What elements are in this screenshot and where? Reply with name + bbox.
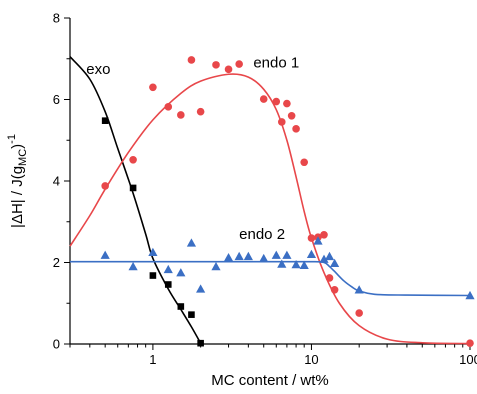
y-axis-title: |ΔH| / J(gMC)-1 [6, 134, 29, 228]
point-exo [197, 339, 204, 347]
y-tick-label: 0 [53, 337, 60, 352]
point-endo-1 [307, 234, 316, 242]
point-endo-1 [196, 107, 205, 116]
y-axis-title-sup: -1 [6, 134, 18, 144]
point-exo [164, 281, 172, 288]
point-endo-2 [223, 253, 234, 262]
point-endo-1 [212, 61, 220, 69]
point-endo-1 [272, 97, 281, 106]
point-endo-1 [259, 95, 268, 103]
point-exo [177, 303, 185, 310]
point-exo [129, 184, 137, 192]
point-endo-1 [300, 158, 308, 167]
data-points [100, 56, 475, 347]
point-endo-1 [149, 83, 157, 92]
x-tick-label: 1 [149, 352, 156, 367]
point-endo-2 [354, 285, 364, 294]
annotation-endo-1: endo 1 [253, 55, 299, 72]
y-axis-title-tail: ) [9, 144, 26, 149]
y-tick-label: 2 [53, 255, 60, 270]
x-tick-label: 100 [459, 352, 477, 367]
y-axis-ticks: 0 2 4 6 8 [53, 11, 70, 352]
point-endo-2 [313, 236, 323, 245]
point-endo-2 [465, 290, 475, 300]
point-exo [149, 272, 157, 279]
fit-curves [69, 56, 471, 345]
y-tick-label: 8 [53, 11, 60, 26]
point-endo-1 [187, 56, 196, 64]
point-exo [188, 311, 195, 318]
y-tick-label: 6 [53, 92, 60, 107]
point-endo-2 [234, 251, 244, 261]
point-endo-2 [148, 247, 158, 256]
point-endo-2 [163, 264, 173, 274]
x-axis-title: MC content / wt% [211, 372, 329, 389]
y-tick-label: 4 [53, 174, 60, 189]
x-axis-ticks: 1 10 100 [69, 344, 477, 367]
point-endo-1 [235, 60, 243, 68]
point-endo-2 [211, 261, 221, 271]
point-endo-2 [330, 258, 340, 267]
point-endo-1 [320, 230, 328, 239]
point-endo-2 [259, 253, 269, 263]
point-endo-1 [224, 65, 233, 74]
point-endo-2 [282, 250, 292, 259]
point-endo-2 [277, 259, 287, 268]
point-endo-2 [243, 251, 253, 261]
point-endo-1 [164, 103, 173, 111]
series-annotations: exo endo 1 endo 2 [86, 55, 299, 243]
point-endo-2 [271, 250, 281, 259]
point-endo-1 [283, 99, 291, 108]
point-endo-1 [129, 156, 137, 164]
point-endo-2 [299, 260, 309, 270]
point-endo-2 [306, 249, 317, 259]
point-endo-1 [177, 111, 185, 119]
annotation-exo: exo [86, 61, 110, 78]
point-endo-2 [176, 268, 186, 277]
point-endo-2 [128, 261, 138, 271]
x-tick-label: 10 [304, 352, 318, 367]
point-endo-2 [186, 238, 197, 247]
point-endo-1 [325, 274, 334, 282]
fit-curve-endo-1 [69, 73, 471, 345]
point-endo-2 [196, 284, 206, 293]
point-endo-1 [287, 112, 296, 120]
point-endo-2 [319, 254, 329, 263]
fit-curve-exo [69, 56, 202, 344]
point-endo-2 [100, 250, 110, 259]
point-endo-1 [292, 125, 300, 133]
point-endo-1 [101, 182, 109, 190]
point-endo-2 [324, 251, 335, 261]
point-exo [101, 117, 109, 124]
point-endo-1 [355, 309, 363, 317]
point-endo-1 [277, 118, 286, 126]
y-axis-title-main: |ΔH| / J(g [9, 166, 26, 228]
point-endo-2 [291, 259, 301, 269]
point-endo-1 [466, 339, 474, 347]
annotation-endo-2: endo 2 [239, 226, 285, 243]
fit-curve-endo-2 [69, 260, 471, 297]
point-endo-1 [330, 286, 339, 294]
y-axis-title-sub: MC [17, 149, 29, 166]
